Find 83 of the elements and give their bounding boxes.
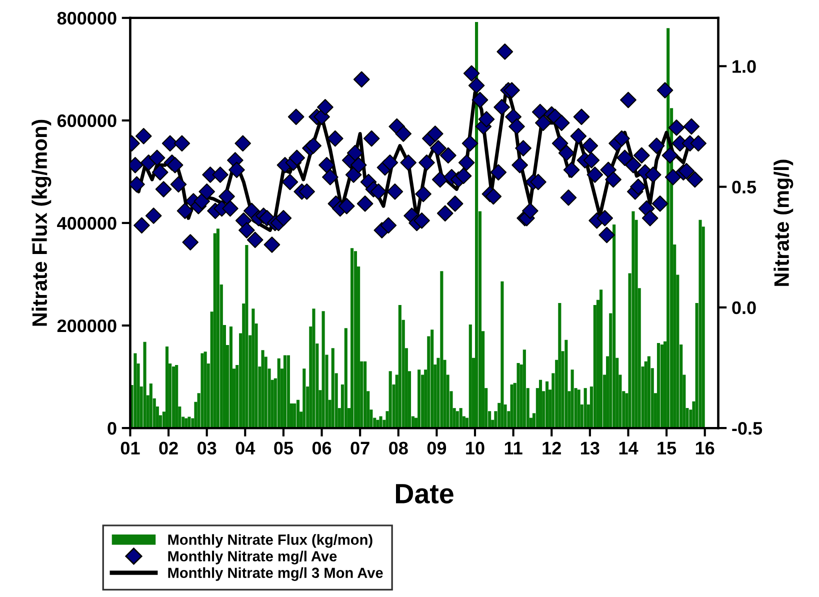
bar bbox=[632, 211, 635, 428]
legend-label: Monthly Nitrate mg/l Ave bbox=[168, 550, 337, 564]
bar bbox=[440, 271, 444, 428]
bar bbox=[350, 248, 354, 428]
bar bbox=[500, 281, 504, 428]
bar bbox=[456, 411, 459, 428]
bar bbox=[468, 324, 472, 428]
y-tick-label: 200000 bbox=[57, 319, 116, 332]
bar bbox=[229, 326, 233, 428]
x-tick-label: 15 bbox=[658, 442, 676, 455]
bar bbox=[149, 383, 152, 428]
x-tick-label: 03 bbox=[198, 442, 216, 455]
x-tick-label: 11 bbox=[504, 442, 522, 454]
bar bbox=[398, 305, 402, 428]
y2-tick-label: 0.5 bbox=[732, 180, 756, 194]
bar bbox=[302, 368, 306, 428]
bar bbox=[430, 330, 434, 428]
bar bbox=[600, 290, 603, 428]
y2-tick-label: 0.0 bbox=[732, 301, 756, 314]
y2-tick-label: 1.0 bbox=[732, 60, 756, 73]
x-tick-label: 10 bbox=[466, 442, 484, 455]
bar bbox=[296, 400, 300, 428]
bar bbox=[379, 416, 382, 428]
bar bbox=[277, 358, 280, 428]
bar bbox=[522, 350, 526, 428]
bar bbox=[286, 355, 290, 428]
x-tick-label: 12 bbox=[542, 442, 561, 454]
bar bbox=[175, 364, 178, 428]
x-tick-label: 05 bbox=[274, 442, 293, 455]
y-tick-label: 400000 bbox=[57, 216, 116, 230]
bar bbox=[577, 390, 580, 428]
x-tick-label: 16 bbox=[696, 442, 714, 455]
bar bbox=[388, 371, 392, 428]
bar bbox=[252, 308, 255, 428]
bar bbox=[245, 245, 248, 428]
bar bbox=[570, 370, 574, 428]
bar bbox=[612, 224, 616, 428]
x-tick-label: 08 bbox=[389, 442, 408, 455]
y-axis-title: Nitrate Flux (kg/mon) bbox=[32, 120, 52, 326]
bar bbox=[261, 350, 264, 428]
bar bbox=[283, 355, 287, 428]
bar bbox=[134, 353, 137, 428]
bar bbox=[143, 342, 146, 428]
bar bbox=[656, 342, 660, 428]
bar bbox=[293, 403, 296, 428]
bar bbox=[165, 346, 169, 428]
bar bbox=[584, 388, 587, 428]
bar bbox=[200, 353, 204, 428]
x-tick-label: 02 bbox=[159, 442, 178, 455]
x-tick-label: 09 bbox=[427, 442, 446, 455]
x-tick-label: 06 bbox=[312, 442, 332, 455]
y2-tick-label: -0.5 bbox=[732, 422, 762, 435]
bar bbox=[698, 220, 702, 428]
bar bbox=[545, 381, 549, 428]
y2-axis-title: Nitrate (mg/l) bbox=[774, 160, 794, 286]
legend-label: Monthly Nitrate mg/l 3 Mon Ave bbox=[168, 567, 383, 581]
x-axis-title: Date bbox=[396, 484, 454, 504]
x-tick-label: 07 bbox=[350, 442, 370, 455]
bar bbox=[344, 328, 348, 428]
bar bbox=[510, 384, 514, 428]
bar bbox=[558, 302, 562, 428]
x-tick-label: 14 bbox=[619, 442, 638, 454]
bar bbox=[172, 366, 176, 428]
bar bbox=[354, 251, 358, 428]
y-tick-label: 600000 bbox=[57, 114, 116, 128]
bar bbox=[364, 361, 367, 428]
legend-label: Monthly Nitrate Flux (kg/mon) bbox=[168, 534, 372, 548]
bar bbox=[459, 408, 462, 428]
bar bbox=[331, 348, 334, 428]
x-tick-label: 04 bbox=[236, 442, 256, 455]
y-tick-label: 800000 bbox=[57, 12, 116, 25]
bar bbox=[647, 356, 650, 428]
bar bbox=[312, 308, 316, 428]
x-tick-label: 13 bbox=[581, 442, 600, 455]
bar bbox=[516, 362, 520, 428]
bar bbox=[322, 311, 325, 428]
bar bbox=[216, 228, 220, 428]
bar bbox=[660, 344, 664, 428]
bar bbox=[418, 370, 421, 428]
bar bbox=[204, 352, 207, 428]
y-tick-label: 0 bbox=[108, 422, 116, 435]
x-tick-label: 01 bbox=[120, 442, 140, 455]
bar bbox=[564, 340, 568, 428]
